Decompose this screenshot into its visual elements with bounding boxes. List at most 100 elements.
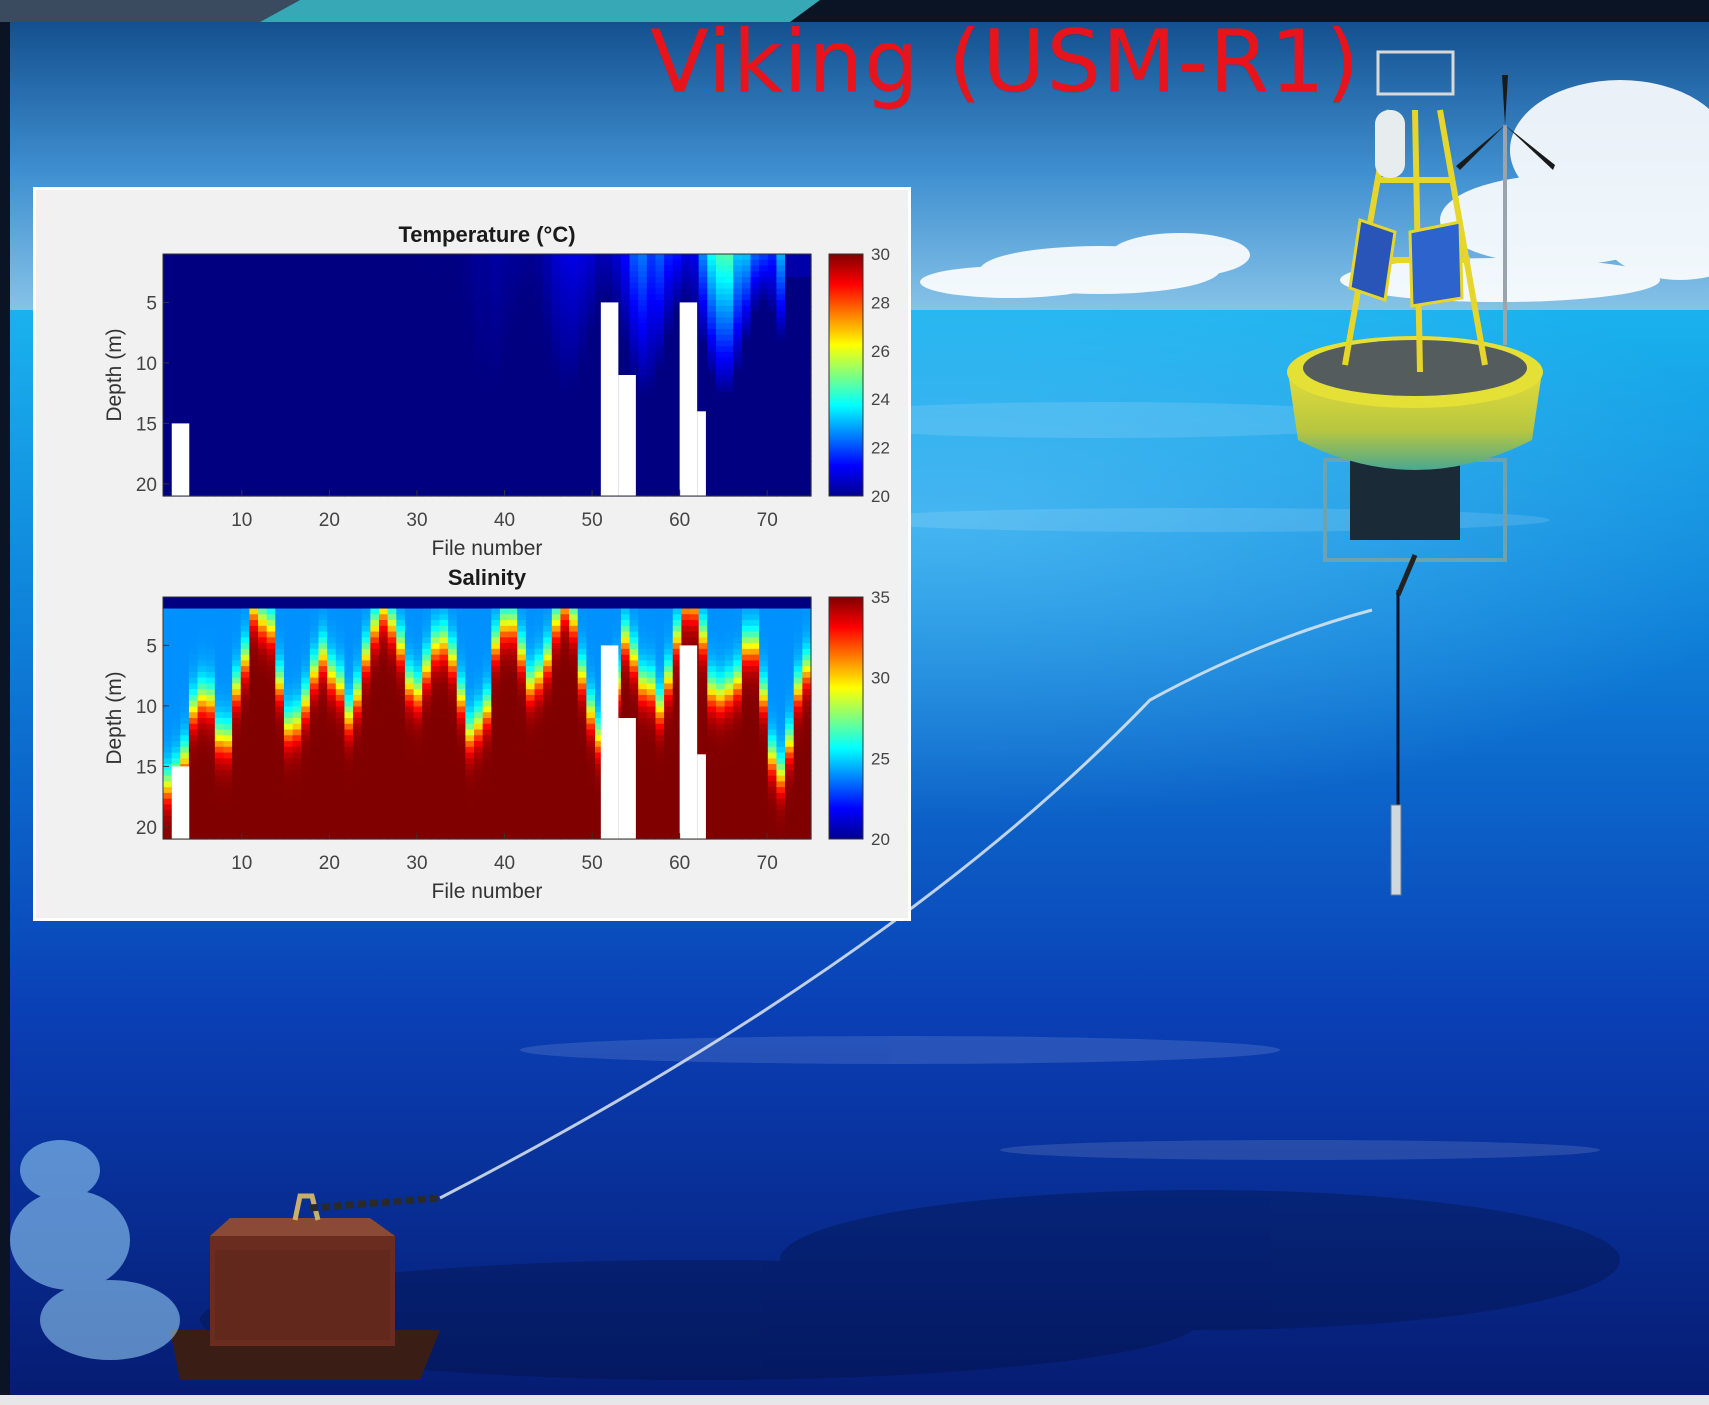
heatmap-cell: [275, 317, 285, 324]
heatmap-cell: [681, 282, 691, 290]
heatmap-cell: [456, 254, 466, 261]
heatmap-cell: [638, 432, 648, 439]
heatmap-cell: [301, 328, 311, 336]
heatmap-cell: [292, 444, 302, 451]
heatmap-cell: [595, 271, 605, 278]
heatmap-cell: [396, 426, 406, 434]
heatmap-cell: [802, 409, 812, 416]
heatmap-cell: [404, 792, 415, 800]
heatmap-cell: [292, 810, 302, 817]
heatmap-cell: [370, 677, 380, 685]
heatmap-cell: [266, 671, 276, 679]
heatmap-cell: [707, 467, 717, 474]
heatmap-cell: [361, 827, 371, 834]
heatmap-cell: [802, 484, 812, 491]
heatmap-cell: [750, 432, 760, 439]
heatmap-cell: [232, 282, 242, 290]
heatmap-cell: [482, 363, 492, 370]
heatmap-cell: [759, 461, 769, 468]
heatmap-cell: [232, 775, 242, 782]
heatmap-cell: [163, 666, 173, 673]
heatmap-cell: [309, 764, 320, 771]
heatmap-cell: [491, 637, 501, 644]
heatmap-cell: [318, 334, 328, 342]
heatmap-cell: [266, 752, 276, 759]
heatmap-cell: [456, 781, 466, 788]
heatmap-cell: [180, 631, 190, 638]
heatmap-cell: [335, 311, 346, 318]
heatmap-cell: [387, 294, 397, 301]
heatmap-cell: [448, 735, 458, 742]
heatmap-cell: [707, 259, 717, 267]
heatmap-cell: [404, 392, 415, 399]
heatmap-cell: [163, 449, 173, 457]
heatmap-cell: [715, 369, 726, 376]
heatmap-cell: [534, 467, 544, 474]
heatmap-cell: [724, 259, 734, 267]
heatmap-cell: [249, 484, 259, 491]
heatmap-cell: [767, 449, 778, 457]
heatmap-cell: [370, 398, 380, 405]
heatmap-cell: [491, 386, 501, 393]
heatmap-cell: [543, 432, 553, 439]
heatmap-cell: [802, 282, 812, 290]
heatmap-cell: [370, 340, 380, 347]
heatmap-cell: [232, 752, 242, 759]
heatmap-cell: [344, 758, 354, 765]
heatmap-cell: [448, 597, 458, 604]
heatmap-cell: [482, 694, 492, 702]
heatmap-cell: [258, 597, 268, 604]
heatmap-cell: [180, 706, 190, 713]
heatmap-cell: [776, 392, 786, 399]
heatmap-cell: [759, 449, 769, 457]
heatmap-cell: [551, 409, 562, 416]
heatmap-cell: [309, 282, 320, 290]
heatmap-cell: [785, 334, 795, 342]
heatmap-cell: [344, 625, 354, 633]
heatmap-cell: [223, 254, 233, 261]
heatmap-cell: [249, 815, 259, 823]
heatmap-cell: [197, 357, 207, 365]
heatmap-cell: [638, 282, 648, 290]
heatmap-cell: [586, 363, 596, 370]
heatmap-cell: [499, 804, 510, 811]
heatmap-cell: [223, 706, 233, 713]
heatmap-cell: [482, 746, 492, 754]
heatmap-cell: [292, 712, 302, 719]
heatmap-cell: [232, 683, 242, 690]
heatmap-cell: [180, 746, 190, 754]
heatmap-cell: [422, 827, 432, 834]
y-tick-label: 5: [146, 293, 157, 314]
heatmap-cell: [361, 602, 371, 610]
heatmap-cell: [456, 282, 466, 290]
heatmap-cell: [802, 328, 812, 336]
heatmap-cell: [439, 334, 449, 342]
heatmap-cell: [776, 357, 786, 365]
heatmap-cell: [586, 438, 596, 445]
heatmap-cell: [258, 380, 268, 388]
heatmap-cell: [802, 386, 812, 393]
heatmap-cell: [292, 798, 302, 806]
heatmap-cell: [456, 718, 466, 725]
heatmap-cell: [439, 764, 449, 771]
heatmap-cell: [525, 421, 536, 428]
heatmap-cell: [448, 637, 458, 644]
heatmap-cell: [646, 369, 657, 376]
heatmap-cell: [301, 602, 311, 610]
heatmap-cell: [223, 810, 233, 817]
heatmap-cell: [776, 444, 786, 451]
heatmap-cell: [448, 461, 458, 468]
heatmap-cell: [525, 654, 536, 661]
heatmap-cell: [508, 677, 518, 685]
heatmap-cell: [258, 741, 268, 748]
heatmap-figure: Temperature (°C) 10 20 30 40 50 60 70 5101520 …: [103, 222, 890, 903]
heatmap-cell: [404, 608, 415, 615]
heatmap-cell: [197, 810, 207, 817]
heatmap-cell: [525, 282, 536, 290]
heatmap-cell: [741, 265, 752, 272]
heatmap-cell: [793, 328, 803, 336]
heatmap-cell: [430, 637, 441, 644]
heatmap-cell: [422, 666, 432, 673]
heatmap-cell: [413, 265, 423, 272]
heatmap-cell: [258, 346, 268, 353]
